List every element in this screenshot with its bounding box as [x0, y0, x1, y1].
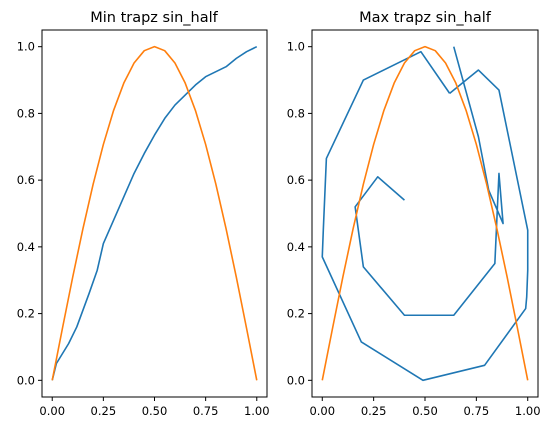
- subplot-max-trapz: Max trapz sin_half 0.00 0.25 0.50 0.75 1.000…: [287, 10, 541, 418]
- y-tick-label: 0.4: [17, 240, 35, 254]
- chart-title: Min trapz sin_half: [90, 10, 218, 26]
- x-tick-label: 0.50: [142, 404, 168, 418]
- y-tick-label: 0.2: [17, 307, 35, 321]
- series-line-0: [51, 45, 258, 381]
- series-layer: [51, 45, 258, 381]
- y-tick-label: 1.0: [287, 40, 305, 54]
- x-tick-label: 1.00: [515, 404, 541, 418]
- y-tick-label: 0.4: [287, 240, 305, 254]
- y-tick-label: 0.0: [287, 373, 305, 387]
- series-line-2: [321, 45, 529, 381]
- tick-layer: 0.00 0.25 0.50 0.75 1.00 0.0 0.2 0.4 0.6 0.8 1.0: [287, 40, 541, 418]
- plot-frame: [41, 29, 268, 398]
- x-tick-label: 0.75: [193, 404, 219, 418]
- series-layer: [321, 45, 529, 382]
- x-tick-label: 0.00: [309, 404, 335, 418]
- tick-layer: 0.00 0.25 0.50 0.75 1.00 0.0 0.2 0.4 0.6 0.8 1.0: [17, 40, 270, 418]
- chart-title: Max trapz sin_half: [359, 10, 492, 26]
- y-tick-label: 0.6: [17, 173, 35, 187]
- plot-frame: [311, 29, 539, 398]
- x-tick-label: 0.00: [39, 404, 65, 418]
- y-tick-label: 0.6: [287, 173, 305, 187]
- x-tick-label: 0.25: [361, 404, 387, 418]
- y-tick-label: 0.8: [287, 106, 305, 120]
- y-tick-label: 1.0: [17, 40, 35, 54]
- y-tick-label: 0.2: [287, 307, 305, 321]
- x-tick-label: 1.00: [244, 404, 270, 418]
- x-tick-label: 0.75: [464, 404, 490, 418]
- x-tick-label: 0.50: [412, 404, 438, 418]
- series-line-1: [51, 45, 258, 381]
- y-tick-label: 0.8: [17, 106, 35, 120]
- series-line-1: [321, 50, 529, 382]
- subplot-min-trapz: Min trapz sin_half 0.00 0.25 0.50 0.75 1.000…: [17, 10, 270, 418]
- x-tick-label: 0.25: [91, 404, 117, 418]
- y-tick-label: 0.0: [17, 373, 35, 387]
